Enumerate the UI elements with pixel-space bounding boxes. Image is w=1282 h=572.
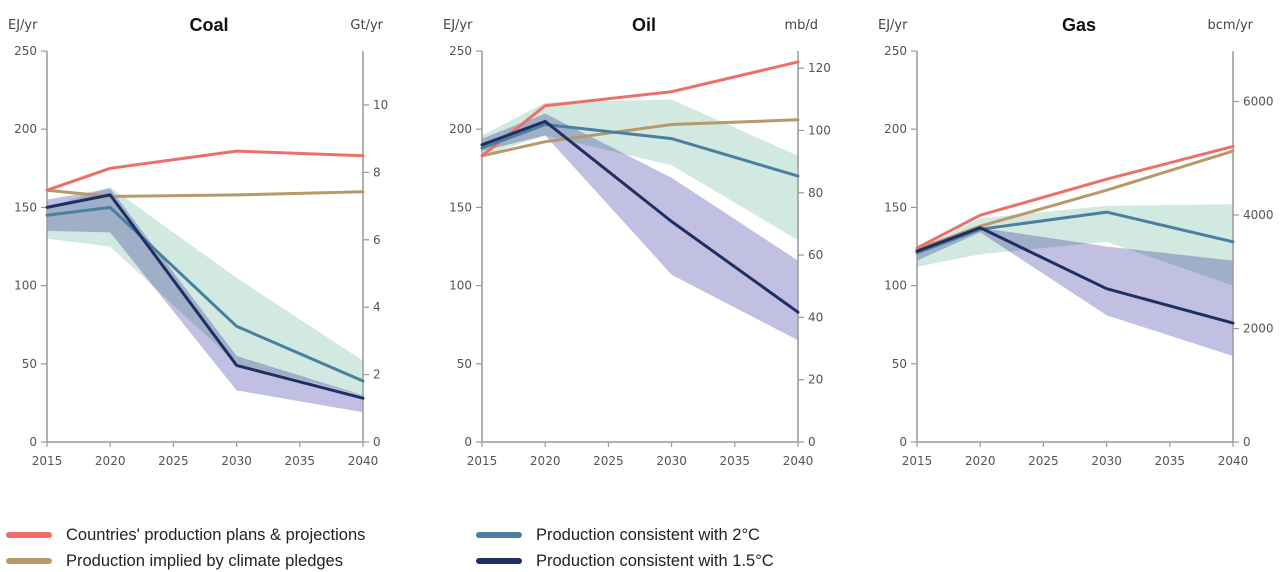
legend-label: Production implied by climate pledges xyxy=(66,551,343,570)
band-one-five xyxy=(47,188,363,413)
y-tick-label-right: 120 xyxy=(808,61,831,75)
chart-gas: Gas EJ/yr bcm/yr 0 50 100 150 200 250 0 2000 4000 60… xyxy=(878,15,1274,468)
legend-item-plans: Countries' production plans & projection… xyxy=(6,524,365,546)
y-tick-label-right: 0 xyxy=(373,435,381,449)
chart-title: Coal xyxy=(189,15,228,35)
series-line-one-five xyxy=(480,119,800,314)
legend-swatch xyxy=(476,558,522,564)
chart-coal: Coal EJ/yr Gt/yr 0 50 100 150 200 250 0 2 4 6 8 10 2015… xyxy=(8,15,388,468)
y-tick-label-right: 4000 xyxy=(1243,208,1274,222)
x-tick-label: 2035 xyxy=(285,454,316,468)
x-tick-label: 2030 xyxy=(656,454,687,468)
chart-title: Oil xyxy=(632,15,656,35)
legend-label: Countries' production plans & projection… xyxy=(66,525,366,544)
x-tick-label: 2035 xyxy=(720,454,751,468)
y-tick-label-right: 2 xyxy=(373,368,381,382)
y-axis-unit-left: EJ/yr xyxy=(878,18,908,33)
series-line-two-deg xyxy=(480,123,800,178)
y-tick-label-right: 60 xyxy=(808,248,823,262)
y-tick-label-left: 200 xyxy=(884,122,907,136)
x-tick-label: 2015 xyxy=(902,454,933,468)
series-line-plans xyxy=(915,144,1235,250)
x-tick-label: 2025 xyxy=(1028,454,1059,468)
y-tick-label-right: 0 xyxy=(1243,435,1251,449)
y-tick-label-left: 100 xyxy=(14,279,37,293)
y-tick-label-left: 150 xyxy=(449,200,472,214)
y-tick-label-left: 0 xyxy=(464,435,472,449)
y-tick-label-left: 250 xyxy=(884,44,907,58)
y-axis-unit-right: bcm/yr xyxy=(1208,18,1254,33)
y-tick-label-right: 4 xyxy=(373,300,381,314)
y-tick-label-left: 150 xyxy=(884,200,907,214)
x-tick-label: 2040 xyxy=(783,454,814,468)
series-line-one-five xyxy=(45,193,365,400)
y-axis-unit-right: Gt/yr xyxy=(350,18,383,33)
y-axis-unit-left: EJ/yr xyxy=(8,18,38,33)
y-axis-unit-left: EJ/yr xyxy=(443,18,473,33)
y-tick-label-right: 20 xyxy=(808,373,823,387)
band-one-five xyxy=(917,227,1233,356)
series-line-pledges xyxy=(480,118,800,158)
legend-label: Production consistent with 2°C xyxy=(536,525,760,544)
y-tick-label-left: 0 xyxy=(899,435,907,449)
y-tick-label-right: 6 xyxy=(373,233,381,247)
x-tick-label: 2025 xyxy=(593,454,624,468)
x-tick-label: 2030 xyxy=(1091,454,1122,468)
y-tick-label-left: 50 xyxy=(22,357,37,371)
legend-item-one-five: Production consistent with 1.5°C xyxy=(476,550,774,572)
series-line-pledges xyxy=(45,188,365,198)
chart-title: Gas xyxy=(1062,15,1096,35)
y-tick-label-right: 80 xyxy=(808,186,823,200)
series-line-one-five xyxy=(915,226,1235,325)
x-tick-label: 2040 xyxy=(348,454,379,468)
x-tick-label: 2040 xyxy=(1218,454,1249,468)
y-tick-label-right: 100 xyxy=(808,123,831,137)
x-tick-label: 2030 xyxy=(221,454,252,468)
y-tick-label-right: 6000 xyxy=(1243,95,1274,109)
series-line-two-deg xyxy=(45,205,365,383)
y-tick-label-right: 2000 xyxy=(1243,322,1274,336)
y-tick-label-left: 200 xyxy=(14,122,37,136)
legend-item-pledges: Production implied by climate pledges xyxy=(6,550,343,572)
y-tick-label-right: 0 xyxy=(808,435,816,449)
legend: Countries' production plans & projection… xyxy=(0,524,1282,571)
x-tick-label: 2015 xyxy=(32,454,63,468)
legend-swatch xyxy=(6,558,52,564)
y-tick-label-right: 8 xyxy=(373,165,381,179)
x-tick-label: 2015 xyxy=(467,454,498,468)
x-tick-label: 2020 xyxy=(530,454,561,468)
x-tick-label: 2025 xyxy=(158,454,189,468)
y-tick-label-left: 100 xyxy=(884,279,907,293)
y-tick-label-left: 150 xyxy=(14,200,37,214)
y-tick-label-left: 250 xyxy=(14,44,37,58)
y-tick-label-right: 10 xyxy=(373,98,388,112)
x-tick-label: 2035 xyxy=(1155,454,1186,468)
series-line-plans xyxy=(480,60,800,158)
y-tick-label-left: 50 xyxy=(457,357,472,371)
y-tick-label-left: 200 xyxy=(449,122,472,136)
legend-label: Production consistent with 1.5°C xyxy=(536,551,774,570)
band-one-five xyxy=(482,113,798,341)
legend-swatch xyxy=(6,532,52,538)
y-tick-label-left: 0 xyxy=(29,435,37,449)
x-tick-label: 2020 xyxy=(965,454,996,468)
y-axis-unit-right: mb/d xyxy=(784,18,818,33)
y-tick-label-left: 250 xyxy=(449,44,472,58)
legend-swatch xyxy=(476,532,522,538)
x-tick-label: 2020 xyxy=(95,454,126,468)
series-line-plans xyxy=(45,149,365,192)
y-tick-label-left: 50 xyxy=(892,357,907,371)
legend-item-two-deg: Production consistent with 2°C xyxy=(476,524,760,546)
y-tick-label-right: 40 xyxy=(808,310,823,324)
y-tick-label-left: 100 xyxy=(449,279,472,293)
